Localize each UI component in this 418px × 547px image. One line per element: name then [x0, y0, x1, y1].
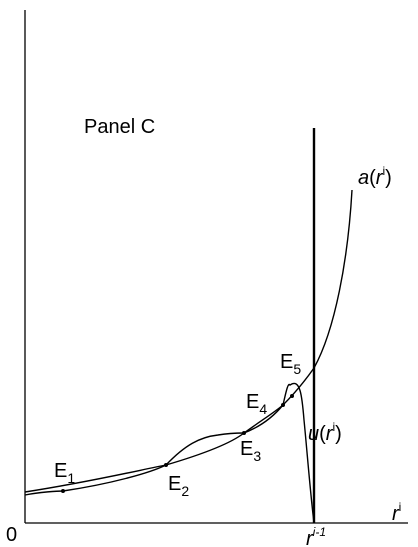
vline-label: ri-1 — [306, 525, 326, 547]
point-e1-dot — [61, 489, 65, 493]
point-e2-label: E2 — [168, 473, 189, 499]
origin-label: 0 — [6, 524, 17, 546]
point-e4-label: E4 — [246, 391, 267, 417]
panel-label: Panel C — [84, 116, 155, 138]
curve-u — [24, 382, 315, 524]
point-e3-label: E3 — [240, 438, 261, 464]
point-e2-dot — [164, 463, 168, 467]
point-e3-dot — [242, 431, 246, 435]
curve-u-label: u(ri) — [308, 420, 342, 445]
x-axis-label: ri — [392, 500, 401, 525]
point-e5-label: E5 — [280, 351, 301, 377]
point-e4-dot — [281, 403, 285, 407]
curve-a-label: a(ri) — [358, 164, 392, 189]
point-e5-dot — [290, 394, 294, 398]
curve-a — [24, 189, 353, 493]
point-e1-label: E1 — [54, 460, 75, 486]
